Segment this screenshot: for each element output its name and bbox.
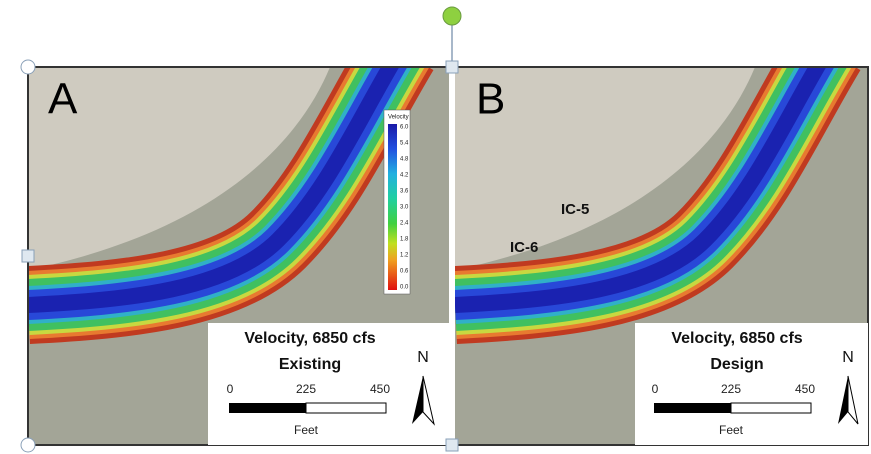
scale-label: 225 — [721, 382, 741, 396]
annotation: IC-5 — [561, 201, 589, 218]
north-label: N — [417, 349, 429, 366]
scenario: Existing — [279, 356, 341, 373]
legend-label: 0.6 — [400, 269, 409, 275]
panel-letter: A — [48, 75, 78, 124]
legend-label: 3.0 — [400, 205, 409, 211]
scale-label: 0 — [227, 382, 234, 396]
legend-label: 6.0 — [400, 125, 409, 131]
legend-label: 0.0 — [400, 285, 409, 291]
rotate-handle[interactable] — [443, 7, 461, 25]
scale-label: 450 — [795, 382, 815, 396]
scale-label: 0 — [652, 382, 659, 396]
legend-label: 1.2 — [400, 253, 409, 259]
legend-label: 4.8 — [400, 157, 409, 163]
scale-label: 450 — [370, 382, 390, 396]
info-box: Velocity, 6850 cfs Design 0 225 450 Feet… — [635, 323, 868, 445]
scenario: Design — [710, 356, 763, 373]
legend-label: 4.2 — [400, 173, 409, 179]
legend-title: Velocity, 6850 cfs — [671, 330, 802, 347]
velocity-legend: Velocity 6.0 5.4 4.8 4.2 3.6 3.0 2.4 1.8 1.2 0.6 0… — [384, 110, 410, 294]
side-handle[interactable] — [446, 61, 458, 73]
corner-handle[interactable] — [21, 60, 35, 74]
side-handle[interactable] — [446, 439, 458, 451]
annotation: IC-6 — [510, 239, 538, 256]
legend-label: 2.4 — [400, 221, 409, 227]
info-box: Velocity, 6850 cfs Existing 0 225 450 Fe… — [208, 323, 449, 445]
panel-letter: B — [476, 75, 505, 124]
side-handle[interactable] — [22, 250, 34, 262]
corner-handle[interactable] — [21, 438, 35, 452]
figure: A B Velocity 6.0 5.4 4.8 4.2 3.6 3.0 2.4 1.8 1.2… — [0, 0, 871, 454]
scale-unit: Feet — [294, 423, 319, 437]
legend-label: 3.6 — [400, 189, 409, 195]
legend-label: 1.8 — [400, 237, 409, 243]
legend-label: 5.4 — [400, 141, 409, 147]
legend-title: Velocity, 6850 cfs — [244, 330, 375, 347]
scale-unit: Feet — [719, 423, 744, 437]
legend-title: Velocity — [388, 115, 409, 121]
scale-label: 225 — [296, 382, 316, 396]
north-label: N — [842, 349, 854, 366]
